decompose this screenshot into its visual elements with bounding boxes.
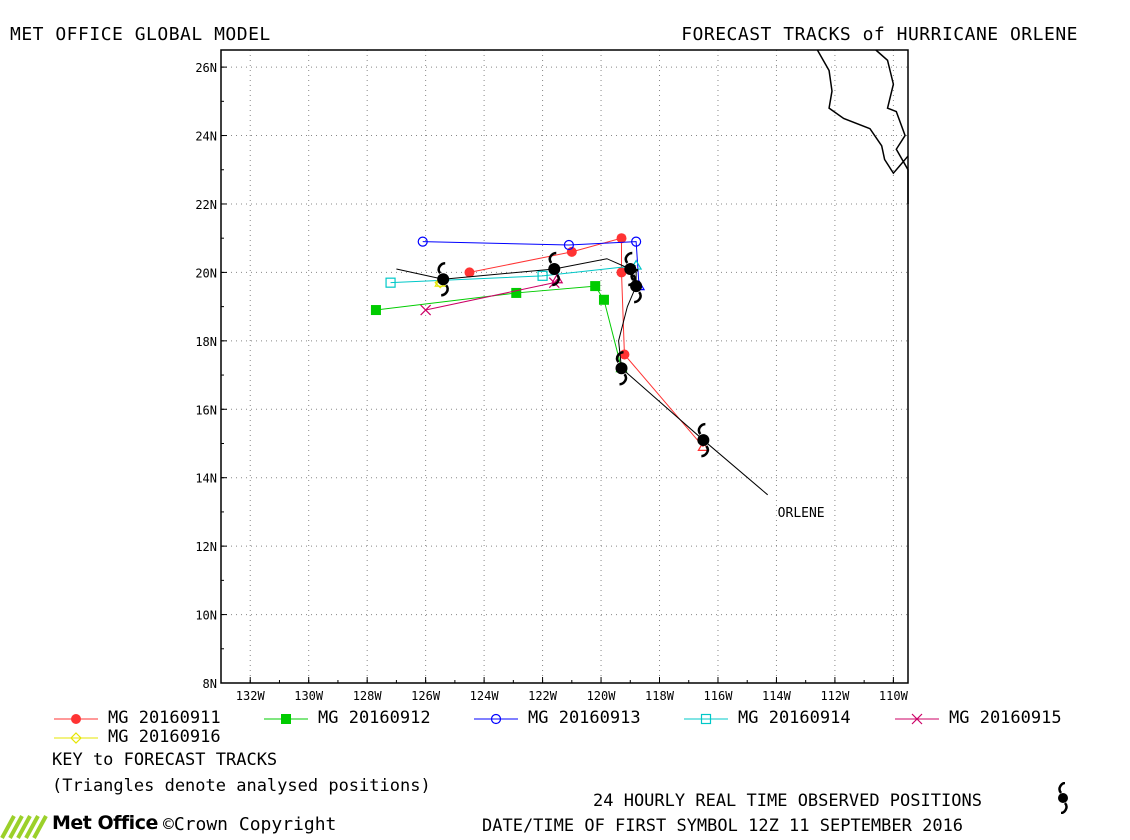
track-marker — [537, 270, 548, 281]
x-tick-label: 110W — [879, 689, 909, 700]
brand-name: Met Office — [52, 812, 158, 834]
forecast-track-line — [469, 237, 704, 448]
track-marker — [700, 713, 712, 725]
track-marker — [616, 267, 627, 278]
x-tick-label: 120W — [587, 689, 617, 700]
coastline — [816, 49, 909, 204]
hurricane-position-icon — [615, 350, 628, 386]
legend-swatch — [54, 714, 98, 724]
track-marker — [281, 714, 291, 724]
observed-track — [396, 251, 769, 496]
met-office-logo-icon — [0, 815, 48, 839]
y-tick-label: 18N — [195, 335, 217, 349]
forecast-track-line — [375, 285, 622, 369]
y-tick-label: 16N — [195, 403, 217, 417]
x-tick-label: 118W — [645, 689, 675, 700]
track-marker — [70, 732, 82, 744]
track-marker — [697, 440, 710, 452]
y-tick-label: 22N — [195, 198, 217, 212]
y-tick-label: 8N — [203, 677, 217, 691]
chart-title: FORECAST TRACKS of HURRICANE ORLENE — [681, 24, 1078, 45]
hurricane-symbol-icon — [1058, 782, 1068, 814]
x-tick-label: 128W — [353, 689, 383, 700]
axes: 132W 130W 128W 126W 124W 122W 120W 118W 116W 114W… — [195, 61, 908, 700]
x-tick-label: 112W — [820, 689, 850, 700]
track-marker — [490, 713, 502, 725]
track-marker — [370, 305, 381, 316]
plot-frame — [220, 49, 909, 684]
legend-swatch — [54, 732, 98, 744]
track-marker — [616, 233, 627, 244]
y-tick-label: 10N — [195, 609, 217, 623]
forecast-tracks — [370, 233, 710, 452]
track-marker — [511, 287, 522, 298]
legend-swatch — [264, 714, 308, 724]
x-tick-label: 132W — [236, 689, 266, 700]
track-marker — [385, 277, 396, 288]
coastline-segment — [816, 49, 909, 175]
track-marker — [911, 713, 923, 725]
observed-positions-label: 24 HOURLY REAL TIME OBSERVED POSITIONS — [593, 791, 982, 811]
legend-swatch — [684, 713, 728, 725]
copyright-notice: ©Crown Copyright — [163, 814, 337, 835]
track-marker — [563, 239, 574, 251]
observed-track-line — [396, 258, 769, 496]
track-marker — [598, 294, 609, 305]
x-tick-label: 124W — [470, 689, 500, 700]
track-marker — [71, 714, 81, 724]
track-marker — [464, 267, 475, 278]
hurricane-position-icon — [624, 251, 637, 287]
track-marker — [631, 236, 642, 247]
legend-label: MG 20160912 — [318, 708, 431, 728]
y-tick-label: 12N — [195, 540, 217, 554]
hurricane-position-icon — [548, 251, 561, 287]
x-tick-label: 116W — [704, 689, 734, 700]
forecast-track-line — [390, 265, 637, 284]
y-tick-label: 24N — [195, 130, 217, 144]
y-tick-label: 20N — [195, 266, 217, 280]
x-tick-label: 126W — [411, 689, 441, 700]
x-tick-label: 122W — [528, 689, 558, 700]
y-tick-label: 26N — [195, 61, 217, 75]
track-marker — [619, 349, 630, 360]
track-marker — [417, 236, 428, 247]
grid — [221, 50, 908, 683]
legend-swatch — [895, 713, 939, 725]
legend-label: MG 20160914 — [738, 708, 851, 728]
legend-label: MG 20160913 — [528, 708, 641, 728]
legend-swatch — [474, 713, 518, 725]
legend-label: MG 20160915 — [949, 708, 1062, 728]
x-tick-label: 130W — [294, 689, 324, 700]
legend-note: (Triangles denote analysed positions) — [52, 776, 431, 796]
hurricane-position-icon — [437, 261, 450, 297]
track-marker — [420, 304, 432, 316]
coastline-segment — [875, 49, 909, 204]
x-tick-label: 114W — [762, 689, 792, 700]
first-symbol-datetime: DATE/TIME OF FIRST SYMBOL 12Z 11 SEPTEMB… — [482, 816, 964, 836]
legend-label: MG 20160911 — [108, 708, 221, 728]
page-title-model: MET OFFICE GLOBAL MODEL — [10, 24, 271, 45]
y-tick-label: 14N — [195, 472, 217, 486]
hurricane-track-chart: 132W 130W 128W 126W 124W 122W 120W 118W 116W 114W… — [195, 49, 909, 700]
track-marker — [590, 281, 601, 292]
hurricane-position-icon — [697, 422, 710, 458]
legend-key-title: KEY to FORECAST TRACKS — [52, 750, 278, 770]
legend-label: MG 20160916 — [108, 727, 221, 747]
storm-name-label: ORLENE — [778, 506, 825, 521]
